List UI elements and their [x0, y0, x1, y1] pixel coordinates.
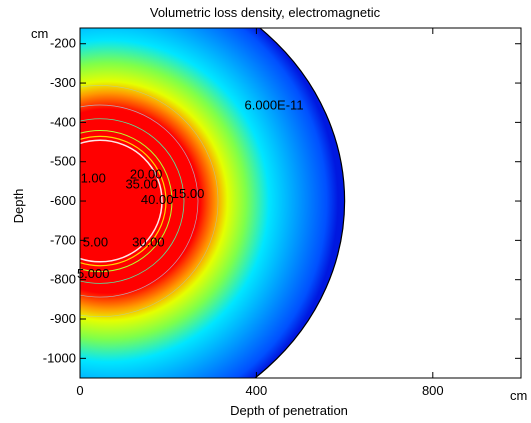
contour-label: 40.00	[141, 192, 174, 207]
plot-frame	[79, 27, 522, 379]
contour-label: 5.00	[83, 235, 108, 250]
contour-label: 20.00	[130, 167, 163, 182]
y-tick-label: -900	[50, 311, 76, 326]
y-tick-label: -400	[50, 114, 76, 129]
x-unit-label: cm	[510, 388, 527, 403]
x-tick-label: 0	[76, 383, 83, 398]
contour-ring-3	[80, 129, 173, 273]
y-unit-label: cm	[31, 26, 48, 41]
y-tick-label: -1000	[43, 350, 76, 365]
contour-ring-6	[80, 85, 219, 317]
contour-layer	[80, 85, 219, 317]
y-tick-label: -500	[50, 154, 76, 169]
contour-label: 15.00	[172, 186, 205, 201]
y-tick-label: -300	[50, 75, 76, 90]
domain-layer	[80, 28, 346, 378]
y-tick-label: -700	[50, 232, 76, 247]
x-axis: 0 400 800	[76, 28, 444, 398]
plot-area	[80, 28, 346, 378]
y-tick-label: -200	[50, 36, 76, 51]
contour-label: 30.00	[132, 235, 165, 250]
y-axis-label: Depth	[11, 189, 26, 224]
x-axis-label: Depth of penetration	[230, 403, 348, 418]
contour-ring-2	[80, 135, 167, 267]
contour-ring-4	[80, 118, 185, 284]
contour-label: 5.000	[77, 266, 110, 281]
contour-label: 35.00	[125, 177, 158, 192]
y-axis: -200 -300 -400 -500 -600 -700 -800 -900 -1000	[43, 36, 521, 365]
x-tick-label: 400	[246, 383, 268, 398]
contour-label: 1.00	[81, 170, 106, 185]
contour-label: 6.000E-11	[245, 98, 304, 113]
contour-ring-1	[80, 139, 163, 263]
domain-field	[80, 28, 346, 378]
chart-title: Volumetric loss density, electromagnetic	[150, 5, 381, 20]
x-tick-label: 800	[422, 383, 444, 398]
y-tick-label: -800	[50, 272, 76, 287]
contour-ring-5	[80, 104, 199, 298]
y-tick-label: -600	[50, 193, 76, 208]
